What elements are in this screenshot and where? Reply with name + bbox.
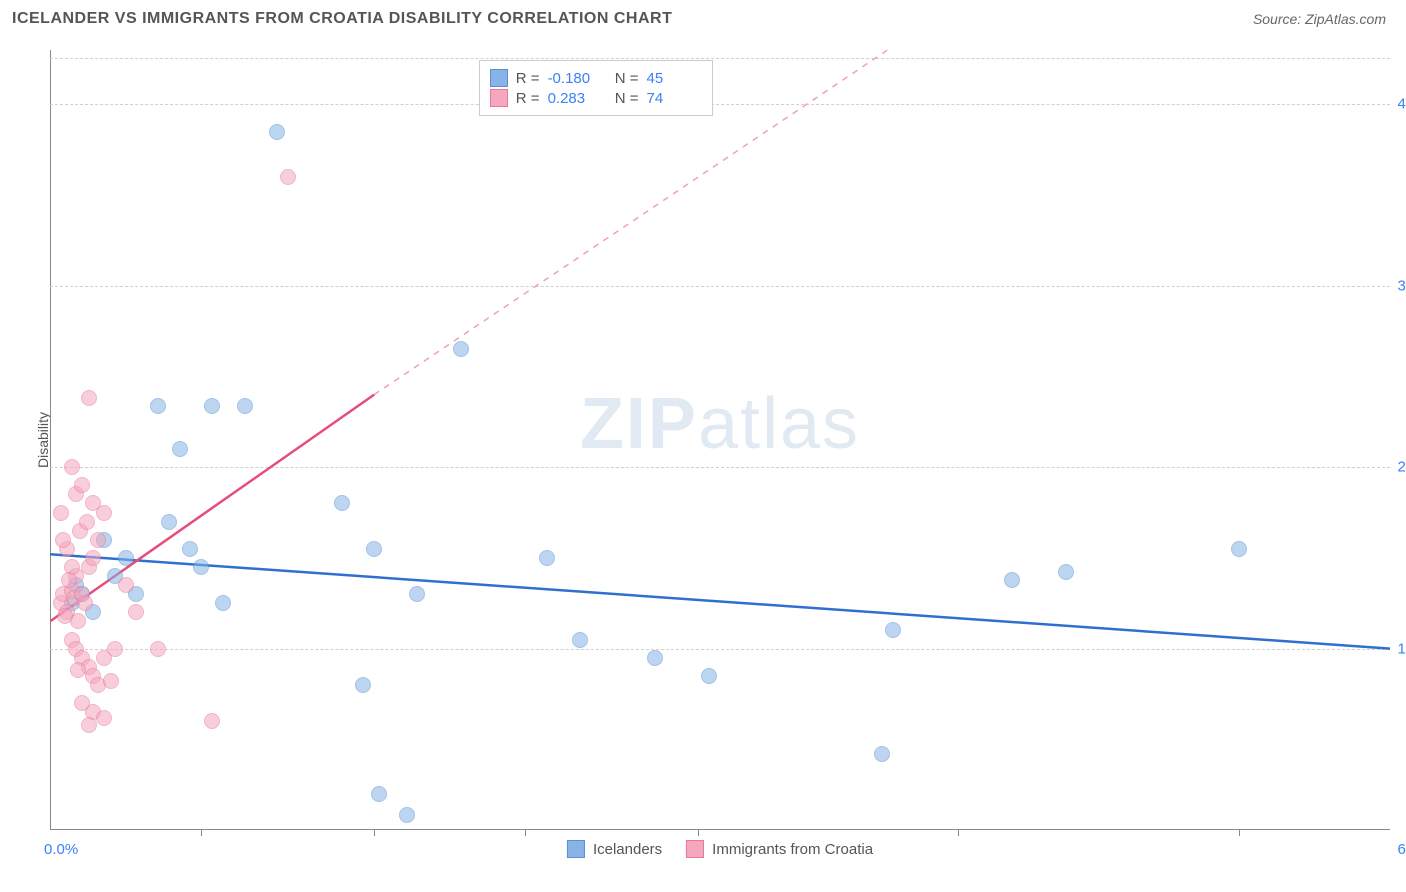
- scatter-point: [150, 641, 166, 657]
- scatter-point: [539, 550, 555, 566]
- scatter-point: [1058, 564, 1074, 580]
- chart-title: ICELANDER VS IMMIGRANTS FROM CROATIA DIS…: [12, 10, 672, 28]
- scatter-point: [96, 710, 112, 726]
- scatter-point: [215, 595, 231, 611]
- scatter-point: [81, 717, 97, 733]
- scatter-point: [453, 341, 469, 357]
- r-label: R =: [516, 90, 540, 107]
- scatter-point: [118, 550, 134, 566]
- gridline: [50, 58, 1390, 59]
- scatter-point: [128, 604, 144, 620]
- gridline: [50, 286, 1390, 287]
- series-legend: Icelanders Immigrants from Croatia: [567, 840, 873, 858]
- stats-row: R = -0.180 N = 45: [490, 69, 702, 87]
- y-tick-label: 40.0%: [1397, 96, 1406, 113]
- watermark: ZIPatlas: [580, 383, 860, 465]
- legend-label: Immigrants from Croatia: [712, 841, 873, 858]
- n-label: N =: [611, 70, 639, 87]
- scatter-point: [79, 514, 95, 530]
- x-tick-mark: [698, 830, 699, 836]
- n-value: 45: [647, 70, 702, 87]
- trend-lines-svg: [50, 50, 1390, 830]
- scatter-point: [74, 477, 90, 493]
- scatter-point: [53, 505, 69, 521]
- y-tick-label: 20.0%: [1397, 459, 1406, 476]
- scatter-point: [701, 668, 717, 684]
- scatter-point: [161, 514, 177, 530]
- scatter-point: [355, 677, 371, 693]
- legend-item-icelanders: Icelanders: [567, 840, 662, 858]
- scatter-point: [366, 541, 382, 557]
- scatter-point: [64, 459, 80, 475]
- x-tick-mark: [1239, 830, 1240, 836]
- n-value: 74: [647, 90, 702, 107]
- gridline: [50, 104, 1390, 105]
- scatter-point: [280, 169, 296, 185]
- scatter-point: [172, 441, 188, 457]
- scatter-point: [237, 398, 253, 414]
- scatter-point: [874, 746, 890, 762]
- x-tick-mark: [525, 830, 526, 836]
- x-tick-mark: [374, 830, 375, 836]
- scatter-point: [150, 398, 166, 414]
- scatter-point: [572, 632, 588, 648]
- y-axis-line: [50, 50, 51, 830]
- scatter-point: [1231, 541, 1247, 557]
- scatter-point: [1004, 572, 1020, 588]
- scatter-point: [204, 398, 220, 414]
- scatter-point: [193, 559, 209, 575]
- scatter-point: [269, 124, 285, 140]
- scatter-point: [118, 577, 134, 593]
- scatter-point: [107, 641, 123, 657]
- legend-item-croatia: Immigrants from Croatia: [686, 840, 873, 858]
- stats-row: R = 0.283 N = 74: [490, 89, 702, 107]
- scatter-point: [81, 390, 97, 406]
- gridline: [50, 467, 1390, 468]
- x-tick-mark: [958, 830, 959, 836]
- scatter-point: [371, 786, 387, 802]
- n-label: N =: [611, 90, 639, 107]
- scatter-point: [885, 622, 901, 638]
- r-value: 0.283: [548, 90, 603, 107]
- scatter-point: [85, 550, 101, 566]
- r-value: -0.180: [548, 70, 603, 87]
- x-axis-origin-label: 0.0%: [44, 841, 78, 858]
- scatter-point: [204, 713, 220, 729]
- trend-line: [50, 554, 1390, 648]
- y-tick-label: 10.0%: [1397, 640, 1406, 657]
- stats-swatch-icon: [490, 69, 508, 87]
- scatter-point: [90, 532, 106, 548]
- gridline: [50, 649, 1390, 650]
- y-tick-label: 30.0%: [1397, 277, 1406, 294]
- x-tick-mark: [201, 830, 202, 836]
- y-axis-label: Disability: [35, 412, 51, 468]
- scatter-point: [334, 495, 350, 511]
- x-axis-line: [50, 829, 1390, 830]
- scatter-point: [61, 572, 77, 588]
- scatter-point: [77, 595, 93, 611]
- x-axis-end-label: 60.0%: [1397, 841, 1406, 858]
- legend-swatch-icon: [686, 840, 704, 858]
- scatter-point: [57, 608, 73, 624]
- legend-swatch-icon: [567, 840, 585, 858]
- scatter-point: [182, 541, 198, 557]
- scatter-point: [55, 532, 71, 548]
- scatter-point: [399, 807, 415, 823]
- scatter-point: [74, 695, 90, 711]
- correlation-stats-box: R = -0.180 N = 45 R = 0.283 N = 74: [479, 60, 713, 116]
- scatter-point: [70, 662, 86, 678]
- source-attribution: Source: ZipAtlas.com: [1253, 11, 1386, 27]
- scatter-point: [409, 586, 425, 602]
- r-label: R =: [516, 70, 540, 87]
- legend-label: Icelanders: [593, 841, 662, 858]
- chart-plot-area: Disability 0.0% 60.0% 10.0%20.0%30.0%40.…: [50, 50, 1390, 830]
- scatter-point: [103, 673, 119, 689]
- scatter-point: [96, 505, 112, 521]
- stats-swatch-icon: [490, 89, 508, 107]
- scatter-point: [647, 650, 663, 666]
